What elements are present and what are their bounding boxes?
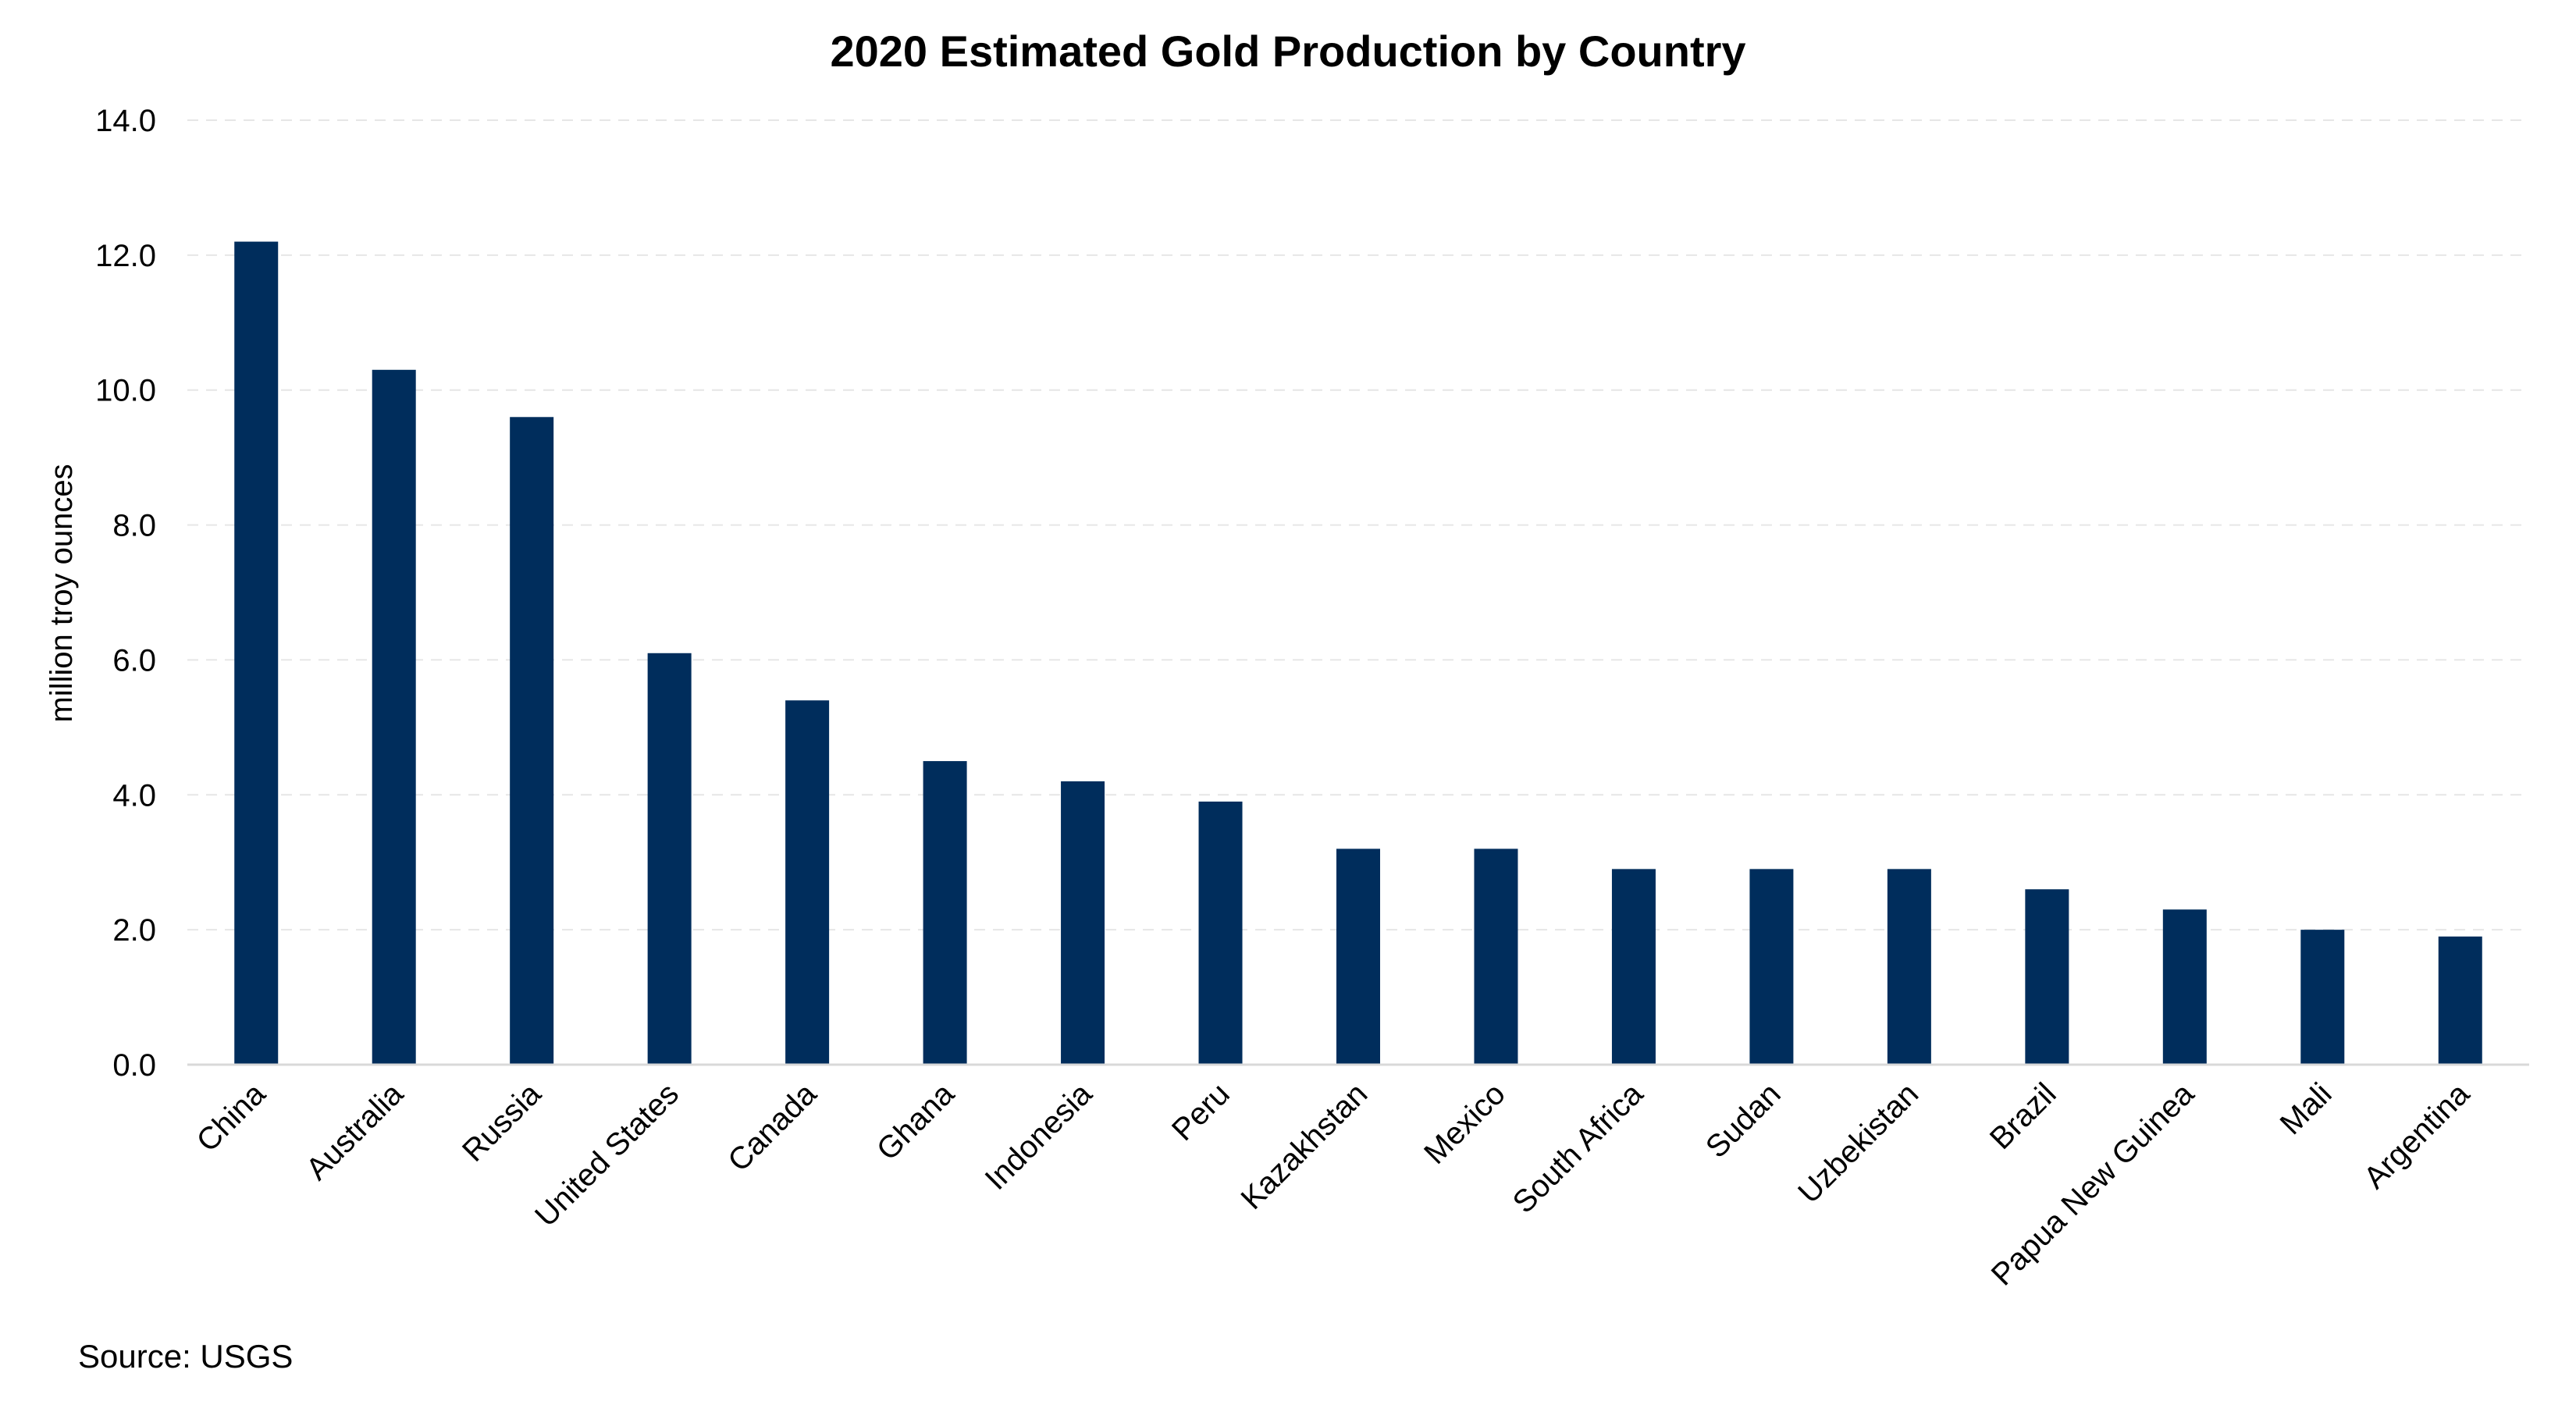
bar — [234, 241, 279, 1065]
bar — [372, 369, 416, 1065]
bar — [923, 761, 967, 1065]
bar — [2300, 930, 2345, 1065]
bar — [1198, 801, 1243, 1065]
bar — [1061, 781, 1105, 1065]
y-tick-label: 8.0 — [112, 509, 156, 543]
bar — [1749, 869, 1794, 1065]
bar — [1611, 869, 1656, 1065]
y-tick-label: 14.0 — [95, 104, 156, 138]
bar — [510, 417, 554, 1065]
source-note: Source: USGS — [78, 1338, 293, 1375]
bar — [1887, 869, 1931, 1065]
bar — [2162, 909, 2207, 1065]
y-tick-label: 10.0 — [95, 374, 156, 408]
bar — [2438, 936, 2482, 1065]
bar — [2025, 889, 2069, 1065]
y-tick-label: 12.0 — [95, 239, 156, 273]
y-tick-label: 6.0 — [112, 643, 156, 678]
bar — [785, 700, 830, 1065]
y-tick-label: 2.0 — [112, 913, 156, 948]
bar — [1474, 848, 1518, 1065]
chart-title: 2020 Estimated Gold Production by Countr… — [830, 27, 1745, 76]
y-tick-label: 0.0 — [112, 1048, 156, 1083]
bars — [234, 241, 2482, 1065]
bar — [647, 653, 692, 1065]
y-axis-title: million troy ounces — [44, 464, 79, 722]
bar — [1336, 848, 1380, 1065]
y-tick-label: 4.0 — [112, 778, 156, 813]
y-axis-ticks: 0.0 2.0 4.0 6.0 8.0 10.0 12.0 14.0 — [95, 104, 156, 1083]
